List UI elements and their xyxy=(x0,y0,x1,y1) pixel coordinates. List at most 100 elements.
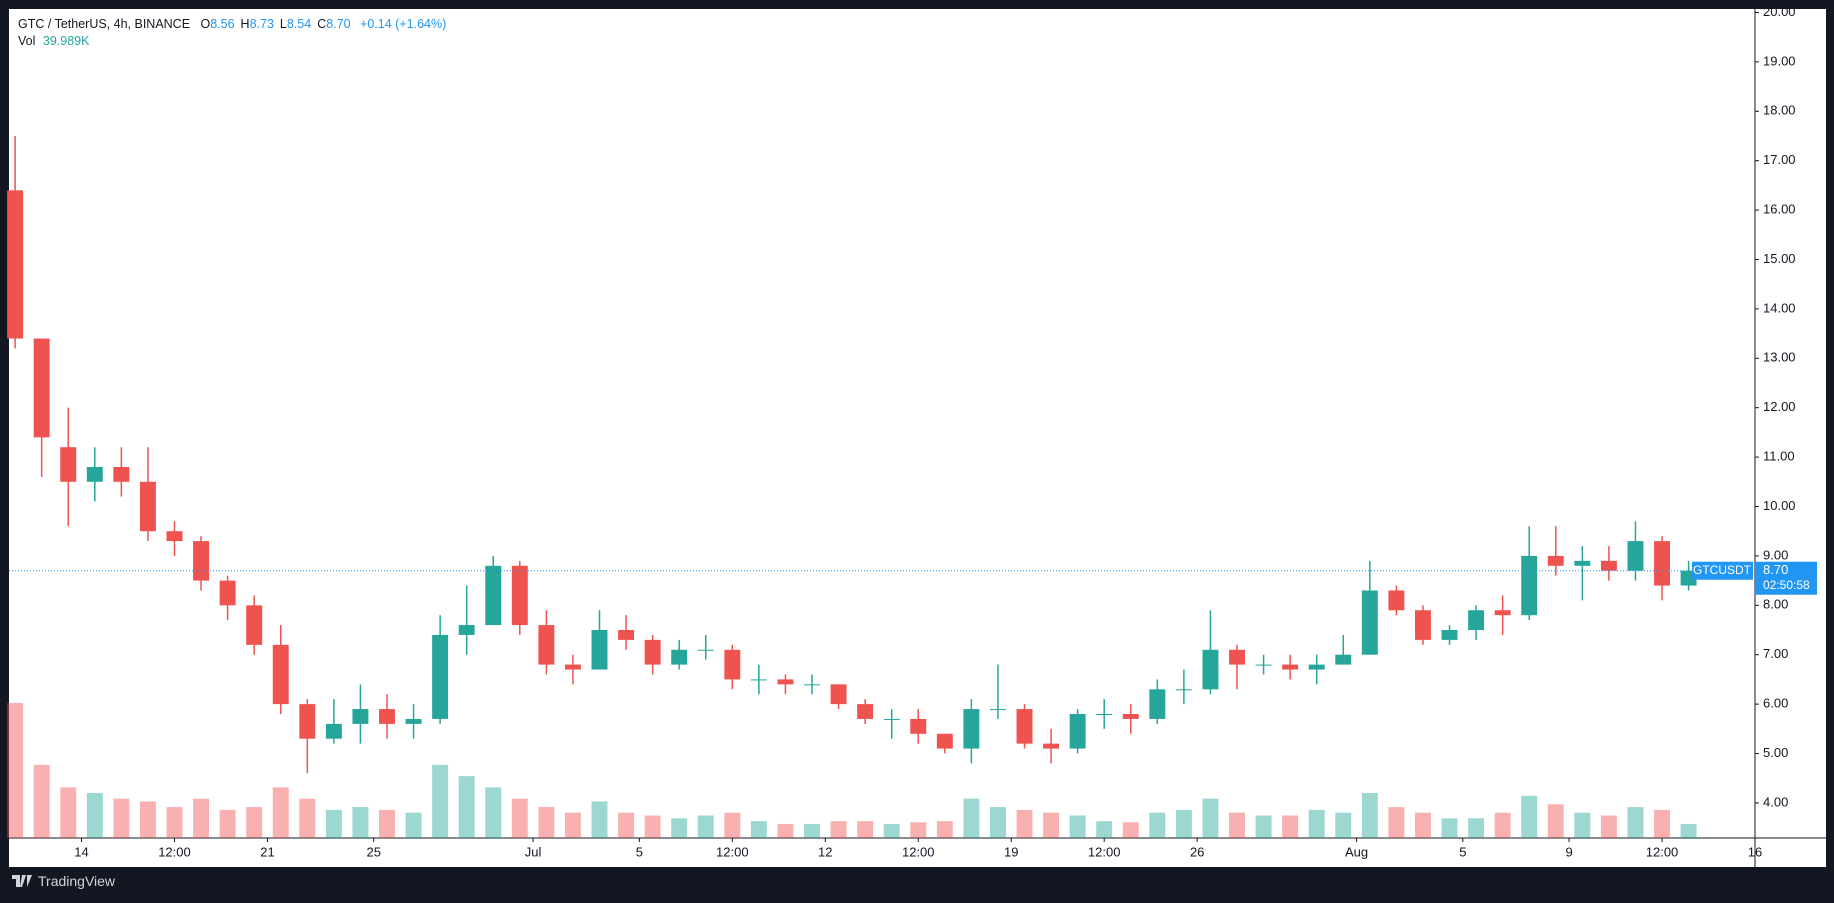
volume-bar xyxy=(777,823,794,838)
y-tick-label: 9.00 xyxy=(1763,547,1788,562)
x-tick-label: 19 xyxy=(1004,844,1018,859)
volume-bar xyxy=(272,787,289,838)
x-tick-label: 12:00 xyxy=(1088,844,1121,859)
candle-body xyxy=(272,644,289,705)
volume-bar xyxy=(7,703,24,838)
candle-body xyxy=(1468,610,1485,631)
volume-bar xyxy=(511,798,528,838)
candle-body xyxy=(644,639,661,665)
candle-body xyxy=(1600,560,1617,571)
ohlc-prefix: O xyxy=(200,17,211,31)
volume-bar xyxy=(246,807,263,838)
candle-body xyxy=(1282,664,1299,670)
volume-bar xyxy=(1069,815,1086,838)
y-tick-label: 14.00 xyxy=(1763,300,1796,315)
volume-bar xyxy=(193,798,210,838)
volume-bar xyxy=(671,818,688,838)
x-tick-label: 21 xyxy=(260,844,274,859)
candle-body xyxy=(1335,654,1352,665)
y-tick-label: 7.00 xyxy=(1763,646,1788,661)
y-tick-label: 16.00 xyxy=(1763,202,1796,217)
candle-body xyxy=(219,580,236,606)
ohlc-value: 8.54 xyxy=(286,17,312,31)
volume-bar xyxy=(1521,795,1538,838)
volume-bar xyxy=(697,815,714,838)
x-tick-label: 12:00 xyxy=(158,844,191,859)
candle-body xyxy=(485,565,502,626)
candle-body xyxy=(1069,713,1086,749)
volume-value: 39.989K xyxy=(42,34,90,48)
y-tick-label: 5.00 xyxy=(1763,745,1788,760)
volume-bar xyxy=(379,809,395,838)
x-tick-label: 12:00 xyxy=(1646,844,1679,859)
volume-bar xyxy=(644,815,661,838)
candle-body xyxy=(618,630,635,640)
candle-body xyxy=(60,447,77,482)
volume-name: Vol xyxy=(18,34,36,48)
candle-body xyxy=(352,709,369,724)
volume-bar xyxy=(325,809,342,838)
volume-bar xyxy=(219,809,236,838)
volume-bar xyxy=(432,764,449,838)
candle-body xyxy=(139,481,156,532)
candle-body xyxy=(166,531,183,542)
candle-body xyxy=(1388,590,1405,611)
candle-body xyxy=(1574,560,1591,566)
candle-body xyxy=(804,684,820,686)
candle-body xyxy=(1096,713,1113,715)
ohlc-value: 8.70 xyxy=(326,17,351,31)
footer: TradingView xyxy=(12,873,115,889)
x-tick-label: 26 xyxy=(1190,844,1204,859)
volume-bar xyxy=(1574,812,1591,838)
y-tick-label: 15.00 xyxy=(1763,251,1796,266)
volume-bar xyxy=(1361,793,1378,838)
ohlc-prefix: L xyxy=(279,17,287,31)
volume-bar xyxy=(1388,807,1405,838)
volume-bar xyxy=(1547,804,1564,838)
symbol-tag-bg xyxy=(1692,561,1753,580)
volume-bar xyxy=(618,812,635,838)
volume-bar xyxy=(33,764,50,838)
volume-bar xyxy=(750,821,767,838)
candle-body xyxy=(1202,649,1219,690)
x-tick-label: 5 xyxy=(1459,844,1466,859)
candle-body xyxy=(511,565,528,626)
volume-bar xyxy=(1043,812,1060,838)
x-tick-label: 12 xyxy=(818,844,832,859)
x-tick-label: 12:00 xyxy=(902,844,935,859)
x-tick-label: Jul xyxy=(525,844,542,859)
candle-body xyxy=(1122,713,1139,719)
x-tick-label: 25 xyxy=(366,844,380,859)
y-tick-label: 10.00 xyxy=(1763,498,1796,513)
brand[interactable]: TradingView xyxy=(38,873,116,889)
candle-body xyxy=(697,649,714,651)
candle-body xyxy=(963,709,980,749)
candle-body xyxy=(246,605,263,645)
volume-bar xyxy=(857,821,874,838)
volume-bar xyxy=(1414,812,1431,838)
volume-bar xyxy=(1282,815,1299,838)
volume-bar xyxy=(1149,812,1166,838)
volume-bar xyxy=(352,807,369,838)
symbol-title[interactable]: GTC / TetherUS, 4h, BINANCE xyxy=(18,17,191,31)
y-tick-label: 6.00 xyxy=(1763,696,1788,711)
candle-body xyxy=(830,684,847,705)
volume-bar xyxy=(113,798,130,838)
volume-bar xyxy=(1654,809,1670,838)
candle-body xyxy=(1547,555,1564,566)
volume-bar xyxy=(458,776,475,838)
candle-body xyxy=(564,664,581,670)
candle-body xyxy=(1414,610,1431,640)
brand-logo xyxy=(12,875,32,887)
y-tick-label: 18.00 xyxy=(1763,103,1796,118)
candle-body xyxy=(1521,555,1538,616)
y-tick-label: 8.00 xyxy=(1763,597,1788,612)
candle-body xyxy=(857,704,874,719)
volume-bar xyxy=(1016,809,1033,838)
candle-body xyxy=(113,466,130,482)
y-tick-label: 17.00 xyxy=(1763,152,1796,167)
candle-body xyxy=(405,718,422,724)
candle-body xyxy=(1175,689,1192,691)
